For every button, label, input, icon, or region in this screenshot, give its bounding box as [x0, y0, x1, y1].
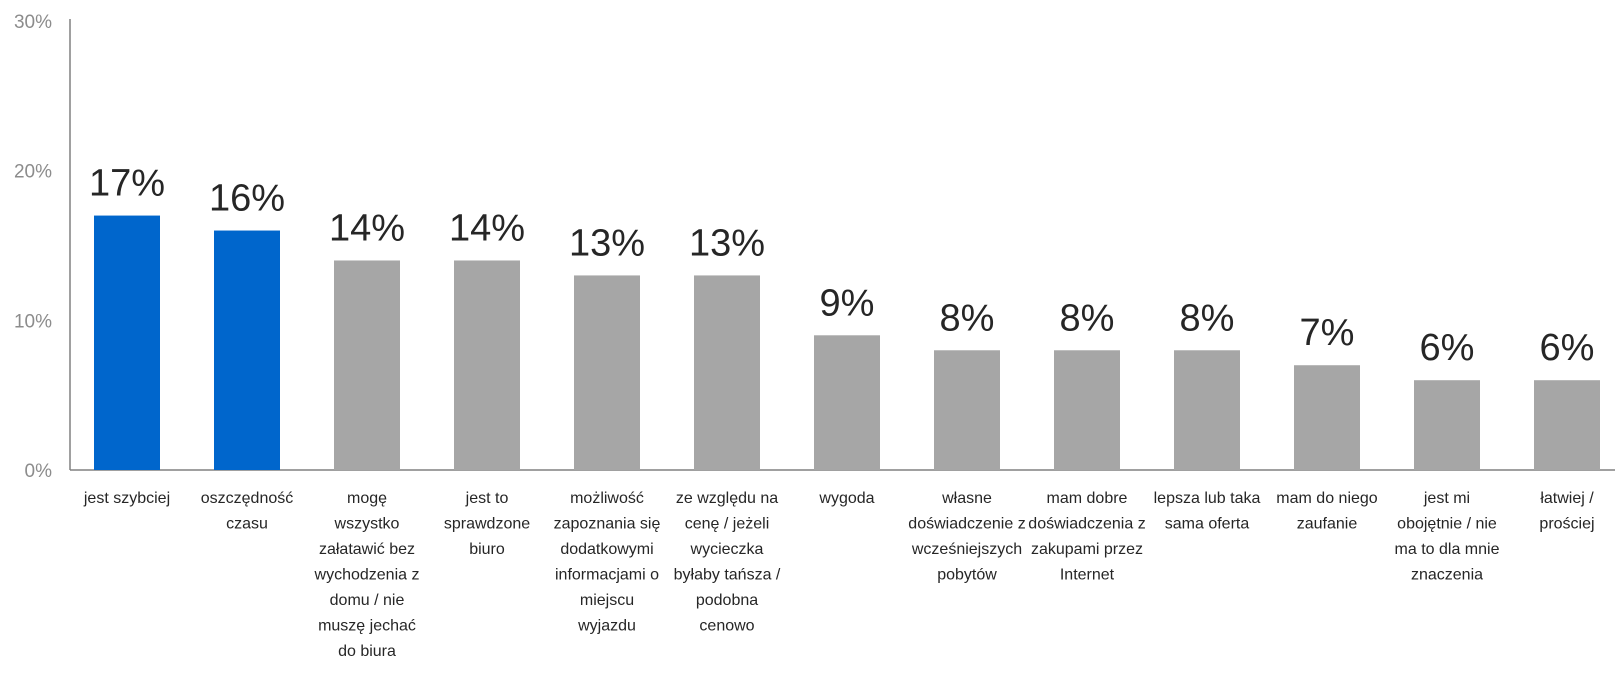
category-label-line: sama oferta — [1165, 516, 1250, 533]
category-label: oszczędność czasu — [201, 490, 294, 533]
data-label: 8% — [1060, 297, 1115, 339]
data-label: 16% — [209, 178, 285, 220]
category-labels: jest szybciej oszczędność czasu mogę wszystk… — [83, 490, 1595, 660]
bar — [1054, 350, 1120, 470]
category-label-line: czasu — [226, 516, 268, 533]
category-label-line: wychodzenia z — [314, 567, 420, 584]
category-label-line: sprawdzone — [444, 516, 530, 533]
bar — [574, 275, 640, 470]
category-label-line: załatawić bez — [319, 541, 415, 558]
category-label-line: lepsza lub taka — [1154, 490, 1261, 507]
bar — [1414, 380, 1480, 470]
category-label-line: obojętnie / nie — [1397, 516, 1497, 533]
category-label-line: ma to dla mnie — [1395, 541, 1500, 558]
category-label-line: podobna — [696, 592, 758, 609]
category-label-line: do biura — [338, 643, 396, 660]
category-label: wygoda — [818, 490, 874, 507]
category-label: mam do niego zaufanie — [1276, 490, 1377, 533]
data-label: 9% — [820, 282, 875, 324]
category-label-line: byłaby tańsza / — [674, 567, 781, 584]
category-label-line: znaczenia — [1411, 567, 1483, 584]
category-label-line: wszystko — [334, 516, 400, 533]
y-tick-label: 0% — [25, 461, 53, 482]
category-label-line: łatwiej / — [1540, 490, 1594, 507]
category-label: ze względu na cenę / jeżeli wycieczka byłab… — [674, 490, 781, 635]
data-label: 13% — [689, 222, 765, 264]
category-label-line: wyjazdu — [577, 618, 636, 635]
category-label: lepsza lub taka sama oferta — [1154, 490, 1261, 533]
category-label-line: zaufanie — [1297, 516, 1358, 533]
bar — [1174, 350, 1240, 470]
y-tick-label: 30% — [14, 12, 52, 33]
category-label-line: pobytów — [937, 567, 997, 584]
data-label: 14% — [449, 207, 525, 249]
category-label-line: mogę — [347, 490, 387, 507]
category-label-line: mam do niego — [1276, 490, 1377, 507]
category-label-line: mam dobre — [1047, 490, 1128, 507]
category-label: łatwiej / prościej — [1539, 490, 1594, 533]
bar — [214, 230, 280, 470]
data-label: 13% — [569, 222, 645, 264]
category-label-line: możliwość — [570, 490, 644, 507]
category-label-line: muszę jechać — [318, 618, 416, 635]
category-label-line: jest szybciej — [83, 490, 170, 507]
y-tick-label: 20% — [14, 162, 52, 183]
category-label-line: cenowo — [699, 618, 754, 635]
category-label-line: domu / nie — [330, 592, 405, 609]
category-label-line: cenę / jeżeli — [685, 516, 770, 533]
data-label: 7% — [1300, 312, 1355, 354]
bar — [94, 215, 160, 470]
category-label: mam dobre doświadczenia z zakupami przez In… — [1028, 490, 1145, 584]
category-label-line: wycieczka — [690, 541, 764, 558]
category-label: jest szybciej — [83, 490, 170, 507]
bars — [94, 215, 1600, 470]
bar — [334, 260, 400, 470]
bar — [1534, 380, 1600, 470]
category-label: możliwość zapoznania się dodatkowymi inform… — [554, 490, 661, 635]
category-label-line: ze względu na — [676, 490, 778, 507]
bar — [814, 335, 880, 470]
category-label-line: zapoznania się — [554, 516, 661, 533]
data-label: 14% — [329, 207, 405, 249]
category-label-line: wygoda — [818, 490, 874, 507]
category-label-line: prościej — [1539, 516, 1594, 533]
data-label: 17% — [89, 163, 165, 205]
data-label: 6% — [1420, 327, 1475, 369]
category-label-line: oszczędność — [201, 490, 294, 507]
data-label: 8% — [940, 297, 995, 339]
bar — [1294, 365, 1360, 470]
category-label-line: miejscu — [580, 592, 634, 609]
category-label-line: własne — [941, 490, 992, 507]
category-label: jest mi obojętnie / nie ma to dla mnie znac… — [1395, 490, 1500, 584]
category-label-line: informacjami o — [555, 567, 659, 584]
category-label-line: dodatkowymi — [560, 541, 653, 558]
bar — [694, 275, 760, 470]
category-label-line: jest mi — [1423, 490, 1470, 507]
category-label: mogę wszystko załatawić bez wychodzenia z do… — [314, 490, 420, 660]
category-label-line: Internet — [1060, 567, 1115, 584]
category-label-line: doświadczenia z — [1028, 516, 1145, 533]
category-label-line: jest to — [465, 490, 509, 507]
category-label: własne doświadczenie z wcześniejszych pobyt… — [908, 490, 1025, 584]
category-label-line: zakupami przez — [1031, 541, 1143, 558]
category-label-line: biuro — [469, 541, 505, 558]
data-labels: 17% 16% 14% 14% 13% 13% 9% 8% 8% 8% 7% 6% 6% — [89, 163, 1594, 370]
data-label: 8% — [1180, 297, 1235, 339]
bar — [934, 350, 1000, 470]
category-label-line: doświadczenie z — [908, 516, 1025, 533]
category-label: jest to sprawdzone biuro — [444, 490, 530, 558]
data-label: 6% — [1540, 327, 1595, 369]
bar — [454, 260, 520, 470]
y-tick-label: 10% — [14, 311, 52, 332]
category-label-line: wcześniejszych — [911, 541, 1022, 558]
